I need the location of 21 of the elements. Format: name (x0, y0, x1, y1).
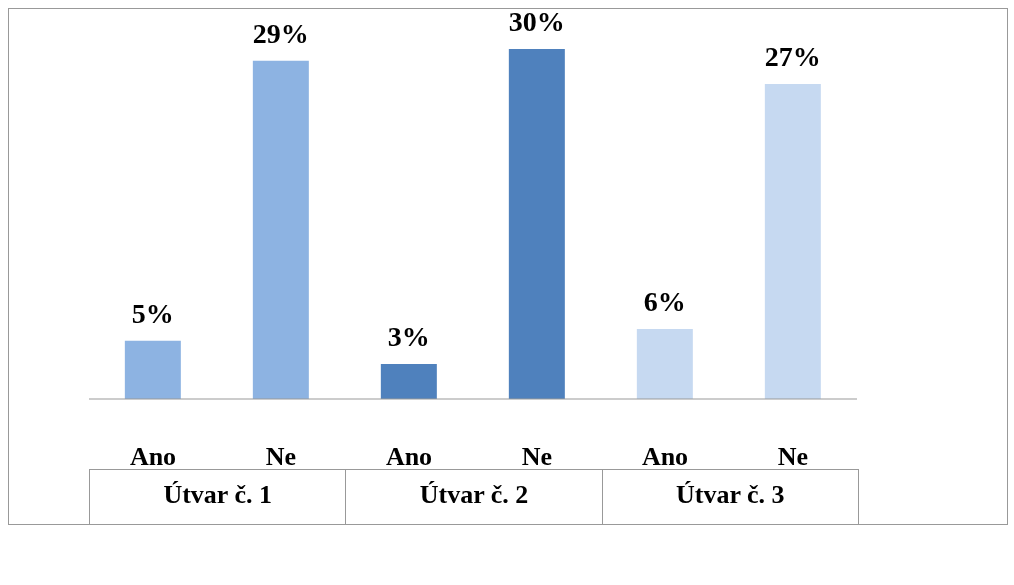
data-label: 5% (131, 297, 174, 329)
x-tick-label: Ne (521, 442, 553, 472)
bar (380, 364, 437, 399)
text: Útvar č. 3 (601, 470, 859, 524)
data-label: 30% (508, 6, 565, 37)
x-tick-label: Ano (385, 442, 433, 472)
x-tick-label: Ne (777, 442, 809, 472)
text: Útvar č. 1 (89, 470, 346, 524)
data-label: 6% (643, 286, 686, 317)
x-tick-label: Ano (129, 442, 177, 472)
bar (764, 84, 821, 399)
bar (124, 340, 181, 399)
bar (508, 49, 565, 399)
x-tick-label: Ne (265, 442, 297, 472)
data-label: 29% (252, 17, 309, 49)
text: Útvar č. 2 (345, 470, 602, 524)
data-label: 27% (764, 41, 821, 72)
data-label: 3% (387, 321, 430, 352)
x-tick-label: Ano (641, 442, 689, 472)
bar (252, 60, 309, 399)
bar (636, 329, 693, 399)
